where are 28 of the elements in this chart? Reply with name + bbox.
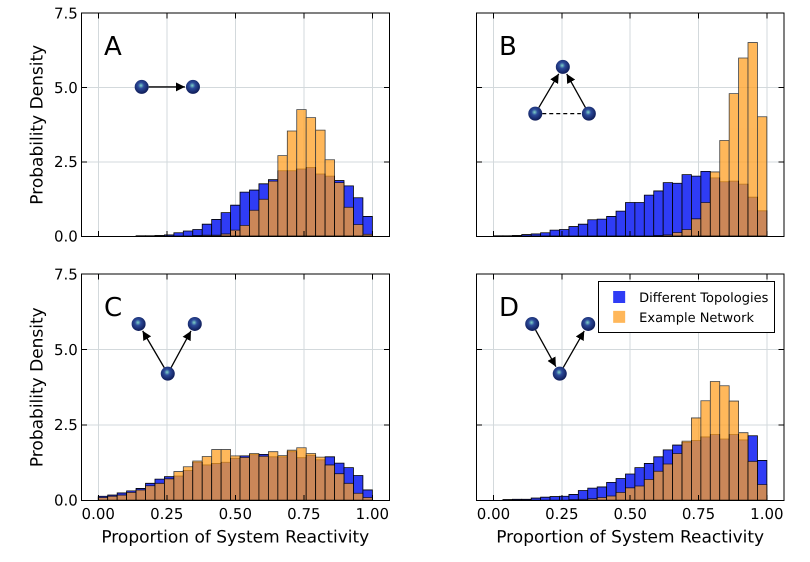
- y-tick-label: 0.0: [54, 491, 78, 510]
- y-tick-label: 2.5: [54, 416, 78, 434]
- x-tick-label: 0.50: [218, 505, 252, 524]
- x-axis-title: Proportion of System Reactivity: [496, 528, 764, 548]
- x-tick-label: 0.00: [82, 505, 115, 524]
- x-tick-label: 0.75: [682, 505, 716, 524]
- x-tick-label: 1.00: [356, 505, 390, 524]
- y-tick-label: 2.5: [54, 153, 78, 172]
- annotation: D: [499, 293, 520, 323]
- y-tick-label: 5.0: [54, 340, 78, 359]
- y-tick-label: 7.5: [54, 266, 78, 284]
- legend-label: Example Network: [639, 310, 754, 326]
- x-tick-label: 0.75: [287, 505, 321, 524]
- x-tick-label: 0.00: [476, 505, 510, 524]
- x-tick-label: 0.25: [150, 505, 184, 524]
- x-tick-label: 0.50: [613, 505, 647, 524]
- y-tick-label: 0.0: [54, 227, 78, 246]
- legend-label: Different Topologies: [639, 291, 769, 306]
- y-axis-title: Probability Density: [28, 307, 48, 468]
- x-tick-label: 1.00: [750, 505, 784, 524]
- annotation: A: [104, 32, 122, 62]
- y-axis-title: Probability Density: [28, 44, 48, 205]
- x-tick-label: 0.25: [545, 505, 579, 524]
- y-tick-label: 7.5: [54, 4, 78, 23]
- x-axis-title: Proportion of System Reactivity: [101, 528, 370, 548]
- annotation: B: [499, 32, 517, 62]
- y-tick-label: 5.0: [54, 78, 78, 97]
- annotation: C: [104, 293, 122, 323]
